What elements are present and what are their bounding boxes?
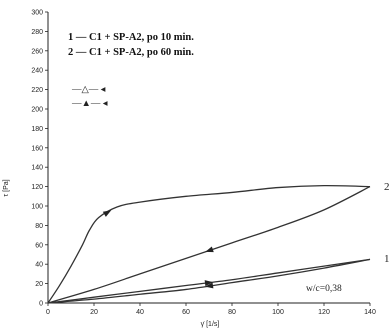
x-tick-label: 100 bbox=[272, 309, 284, 316]
symbol-key-filled: —▲— ◂ bbox=[71, 99, 108, 109]
legend-line-2: 2 — C1 + SP-A2, po 60 min. bbox=[68, 47, 194, 58]
series-2-down-curve-arrow bbox=[205, 246, 214, 253]
y-tick-label: 80 bbox=[35, 223, 43, 230]
y-tick-label: 40 bbox=[35, 262, 43, 269]
x-axis-label: γ̇ [1/s] bbox=[201, 321, 220, 328]
series-1-up-curve-arrow bbox=[204, 280, 213, 287]
series-2-up-curve-arrow bbox=[102, 210, 112, 217]
y-tick-label: 140 bbox=[31, 165, 43, 172]
x-tick-label: 60 bbox=[182, 309, 190, 316]
y-tick-label: 0 bbox=[39, 301, 43, 308]
x-tick-label: 20 bbox=[90, 309, 98, 316]
y-tick-label: 100 bbox=[31, 204, 43, 211]
x-tick-label: 80 bbox=[228, 309, 236, 316]
wc-annotation: w/c=0,38 bbox=[306, 284, 342, 294]
y-ticks: 0 20 40 60 80 100 120 140 160 180 200 220 240 260 280 3… bbox=[31, 10, 48, 308]
series-2-up-curve bbox=[47, 184, 371, 304]
y-tick-label: 120 bbox=[31, 184, 43, 191]
legend-line-1: 1 — C1 + SP-A2, po 10 min. bbox=[68, 32, 194, 43]
curve-1-label: 1 bbox=[384, 253, 390, 265]
x-tick-label: 40 bbox=[136, 309, 144, 316]
x-tick-label: 0 bbox=[46, 309, 50, 316]
y-tick-label: 200 bbox=[31, 107, 43, 114]
y-tick-label: 240 bbox=[31, 68, 43, 75]
series-1-up-curve bbox=[47, 258, 371, 304]
x-tick-label: 140 bbox=[364, 309, 376, 316]
curves bbox=[47, 184, 371, 304]
y-tick-label: 260 bbox=[31, 48, 43, 55]
y-tick-label: 20 bbox=[35, 281, 43, 288]
y-tick-label: 160 bbox=[31, 145, 43, 152]
y-tick-label: 180 bbox=[31, 126, 43, 133]
axes bbox=[47, 12, 370, 304]
x-ticks: 0 20 40 60 80 100 120 140 bbox=[46, 303, 376, 316]
symbol-key-open: —△— ◂ bbox=[71, 85, 106, 95]
y-axis-label: τ [Pa] bbox=[3, 179, 10, 196]
curve-2-label: 2 bbox=[384, 181, 390, 193]
y-tick-label: 280 bbox=[31, 29, 43, 36]
x-tick-label: 120 bbox=[318, 309, 330, 316]
series-1-down-curve-arrow bbox=[205, 282, 214, 289]
y-tick-label: 60 bbox=[35, 242, 43, 249]
y-tick-label: 220 bbox=[31, 87, 43, 94]
y-tick-label: 300 bbox=[31, 10, 43, 17]
